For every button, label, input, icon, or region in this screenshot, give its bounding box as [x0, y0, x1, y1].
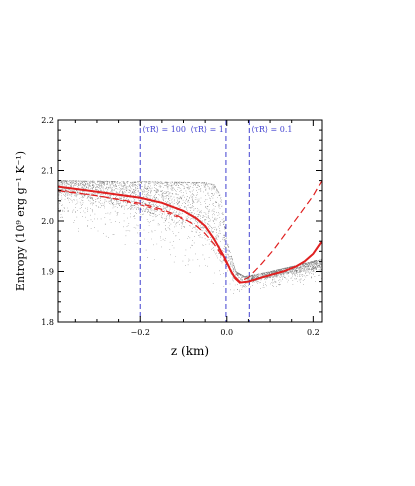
x-tick-label: −0.2	[131, 328, 150, 337]
axis-labels: −0.2 0.0 0.2 1.8 1.9 2.0 2.1 2.2	[41, 116, 319, 337]
series-lines	[58, 180, 322, 284]
y-tick-label: 1.9	[41, 268, 54, 277]
y-axis-label: Entropy (10⁹ erg g⁻¹ K⁻¹)	[14, 151, 27, 291]
plot-frame	[57, 119, 323, 323]
series-line-1	[58, 180, 322, 283]
reference-line-label-1: ⟨τR⟩ = 1	[190, 125, 224, 134]
axis-ticks	[58, 119, 322, 323]
reference-line-label-2: ⟨τR⟩ = 0.1	[251, 125, 292, 134]
x-tick-label: 0.2	[307, 328, 320, 337]
x-axis-label: z (km)	[171, 344, 209, 358]
series-line-2	[58, 189, 184, 220]
y-tick-label: 2.2	[41, 116, 54, 125]
y-tick-label: 2.0	[41, 217, 54, 226]
y-tick-label: 2.1	[41, 167, 54, 176]
reference-lines: ⟨τR⟩ = 100 ⟨τR⟩ = 1 ⟨τR⟩ = 0.1	[139, 120, 292, 322]
reference-line-label-0: ⟨τR⟩ = 100	[142, 125, 186, 134]
series-line-0	[58, 185, 322, 284]
y-tick-label: 1.8	[41, 318, 54, 327]
x-tick-label: 0.0	[220, 328, 233, 337]
